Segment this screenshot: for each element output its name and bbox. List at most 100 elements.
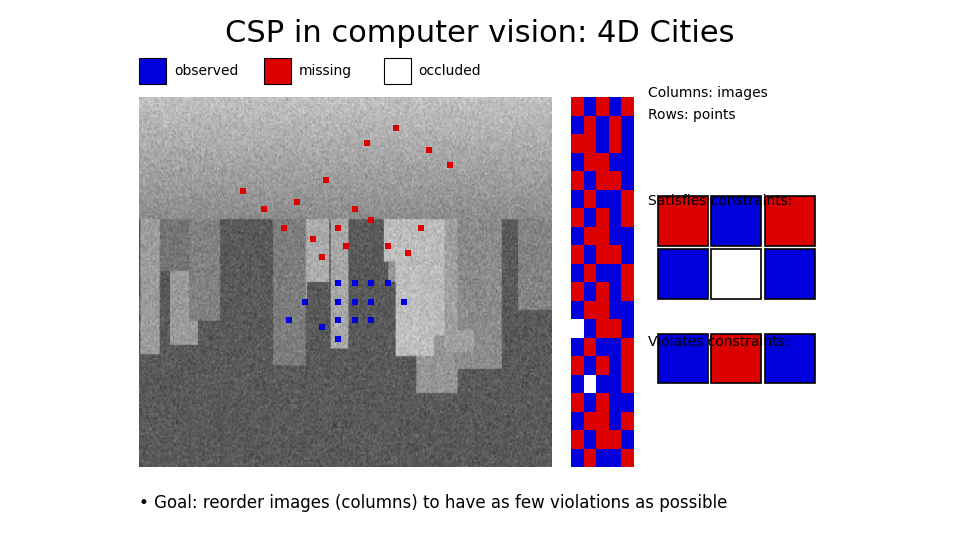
Bar [621, 430, 634, 449]
Text: occluded: occluded [419, 64, 481, 78]
Bar [609, 134, 621, 153]
Bar [609, 430, 621, 449]
Bar [584, 375, 596, 393]
Bar [584, 227, 596, 245]
Bar [571, 375, 584, 393]
Text: CSP in computer vision: 4D Cities: CSP in computer vision: 4D Cities [226, 19, 734, 48]
Bar [621, 116, 634, 134]
Bar [621, 411, 634, 430]
Bar [584, 116, 596, 134]
Bar [621, 356, 634, 375]
Bar [609, 264, 621, 282]
Bar [584, 190, 596, 208]
Bar [584, 264, 596, 282]
Bar [621, 245, 634, 264]
Bar [621, 153, 634, 171]
Bar [596, 134, 609, 153]
Bar [584, 393, 596, 411]
Bar [609, 116, 621, 134]
Bar [596, 190, 609, 208]
Text: Satisfies constraints:: Satisfies constraints: [648, 194, 793, 208]
Bar [621, 393, 634, 411]
Bar [609, 153, 621, 171]
Bar [621, 134, 634, 153]
Bar [584, 97, 596, 116]
Bar [609, 227, 621, 245]
Bar [621, 171, 634, 190]
Bar [596, 208, 609, 227]
Bar [584, 134, 596, 153]
Bar [609, 171, 621, 190]
Bar [571, 356, 584, 375]
Bar [584, 245, 596, 264]
Bar [596, 227, 609, 245]
Bar [584, 282, 596, 301]
Bar [571, 282, 584, 301]
Bar [571, 227, 584, 245]
Bar [621, 449, 634, 467]
Bar [609, 356, 621, 375]
Text: Rows: points: Rows: points [648, 108, 735, 122]
Bar [596, 171, 609, 190]
Bar [596, 264, 609, 282]
Bar [609, 208, 621, 227]
Bar [596, 356, 609, 375]
Bar [571, 134, 584, 153]
Text: missing: missing [299, 64, 351, 78]
Bar [596, 375, 609, 393]
Bar [596, 319, 609, 338]
Bar [571, 153, 584, 171]
Text: Violates constraints:: Violates constraints: [648, 335, 789, 349]
Bar [584, 153, 596, 171]
Text: Columns: images: Columns: images [648, 86, 768, 100]
Bar [596, 338, 609, 356]
Bar [609, 97, 621, 116]
Bar [571, 449, 584, 467]
Bar [621, 282, 634, 301]
Bar [571, 116, 584, 134]
Bar [584, 449, 596, 467]
Bar [596, 116, 609, 134]
Bar [621, 227, 634, 245]
Bar [621, 208, 634, 227]
Bar [596, 245, 609, 264]
Bar [596, 97, 609, 116]
Bar [596, 449, 609, 467]
Bar [596, 430, 609, 449]
Bar [584, 411, 596, 430]
Bar [584, 319, 596, 338]
Bar [609, 245, 621, 264]
Bar [571, 430, 584, 449]
Bar [596, 393, 609, 411]
Bar [584, 208, 596, 227]
Bar [596, 282, 609, 301]
Bar [584, 171, 596, 190]
Bar [571, 338, 584, 356]
Bar [621, 319, 634, 338]
Bar [621, 190, 634, 208]
Bar [596, 153, 609, 171]
Bar [609, 301, 621, 319]
Bar [609, 449, 621, 467]
Bar [596, 411, 609, 430]
Bar [584, 356, 596, 375]
Bar [571, 393, 584, 411]
Bar [609, 375, 621, 393]
Bar [571, 301, 584, 319]
Bar [584, 301, 596, 319]
Bar [571, 245, 584, 264]
Bar [571, 208, 584, 227]
Text: • Goal: reorder images (columns) to have as few violations as possible: • Goal: reorder images (columns) to have… [139, 494, 728, 512]
Bar [571, 264, 584, 282]
Bar [571, 97, 584, 116]
Bar [584, 338, 596, 356]
Bar [621, 375, 634, 393]
Bar [609, 411, 621, 430]
Bar [609, 282, 621, 301]
Bar [571, 190, 584, 208]
Bar [571, 319, 584, 338]
Bar [609, 319, 621, 338]
Bar [609, 338, 621, 356]
Bar [621, 338, 634, 356]
Bar [609, 190, 621, 208]
